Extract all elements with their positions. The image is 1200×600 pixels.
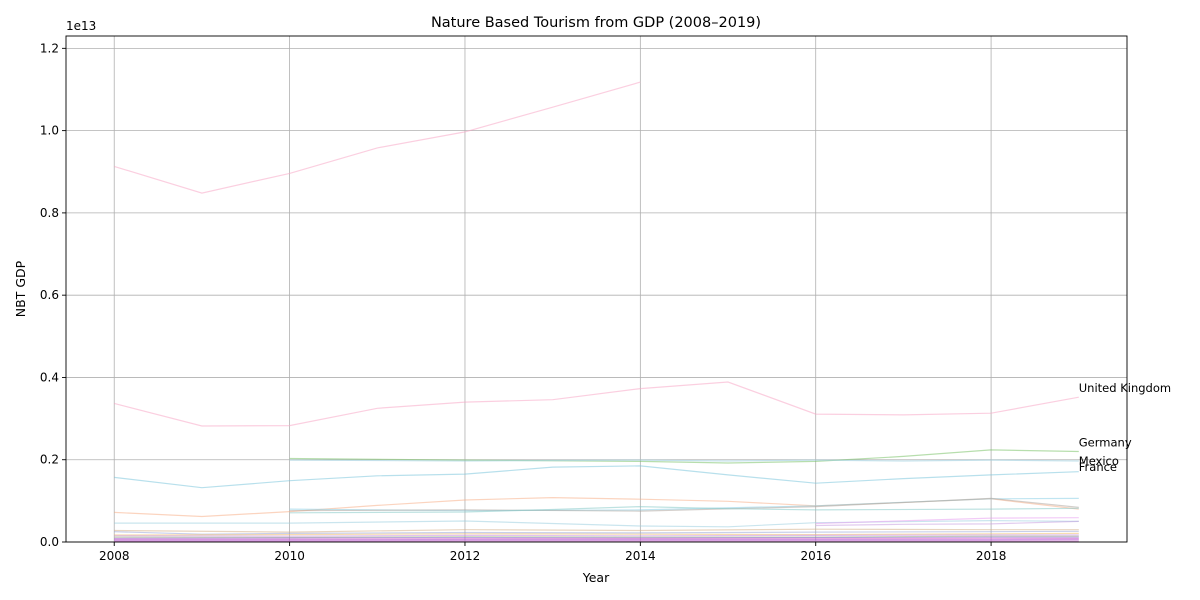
series-line <box>114 536 1079 539</box>
series-line-france <box>114 465 1079 489</box>
series-line <box>114 537 1079 540</box>
annotation-france: France <box>1079 460 1117 474</box>
y-offset-label: 1e13 <box>66 19 96 33</box>
x-tick-label: 2014 <box>625 549 656 563</box>
series-line <box>114 534 1079 537</box>
x-axis-label: Year <box>582 570 610 585</box>
annotation-united-kingdom: United Kingdom <box>1079 381 1171 395</box>
y-tick-label: 1.2 <box>40 41 59 55</box>
series-line <box>114 528 1079 533</box>
series-line <box>815 517 1079 525</box>
series-line-united-kingdom <box>114 381 1079 427</box>
y-tick-label: 0.6 <box>40 288 59 302</box>
series-line <box>289 505 1079 514</box>
series-line <box>114 496 1079 518</box>
axis-ticks: 2008 2010 2012 2014 2016 2018 0.0 0.2 0.4 0.6 0.8 1… <box>40 41 1006 563</box>
x-tick-label: 2008 <box>99 549 130 563</box>
series-line <box>114 539 1079 542</box>
y-tick-label: 1.0 <box>40 124 59 138</box>
series-line-mexico <box>289 459 1079 462</box>
x-tick-label: 2010 <box>274 549 305 563</box>
y-tick-label: 0.2 <box>40 453 59 467</box>
x-tick-label: 2012 <box>450 549 481 563</box>
series-line <box>114 519 1079 528</box>
y-axis-label: NBT GDP <box>13 260 28 317</box>
series-line <box>114 538 1079 541</box>
gridlines <box>66 36 1127 543</box>
x-tick-label: 2016 <box>800 549 831 563</box>
y-tick-label: 0.8 <box>40 206 59 220</box>
plot-frame <box>65 35 1128 543</box>
annotation-germany: Germany <box>1079 436 1132 450</box>
series-lines <box>114 81 1079 543</box>
series-line <box>815 520 1079 527</box>
annotation-mexico: Mexico <box>1079 454 1119 468</box>
series-line <box>114 530 1079 535</box>
x-tick-label: 2018 <box>976 549 1007 563</box>
series-line <box>114 532 1079 536</box>
y-tick-label: 0.0 <box>40 535 59 549</box>
y-tick-label: 0.4 <box>40 370 59 384</box>
series-line <box>114 81 641 194</box>
chart-title: Nature Based Tourism from GDP (2008–2019… <box>431 15 761 31</box>
